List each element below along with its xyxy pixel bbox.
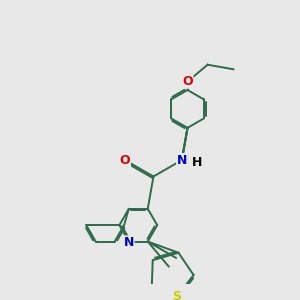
- Text: O: O: [182, 75, 193, 88]
- Text: N: N: [177, 154, 187, 166]
- Text: H: H: [192, 156, 202, 169]
- Text: O: O: [120, 154, 130, 166]
- Text: S: S: [172, 290, 182, 300]
- Text: N: N: [124, 236, 134, 249]
